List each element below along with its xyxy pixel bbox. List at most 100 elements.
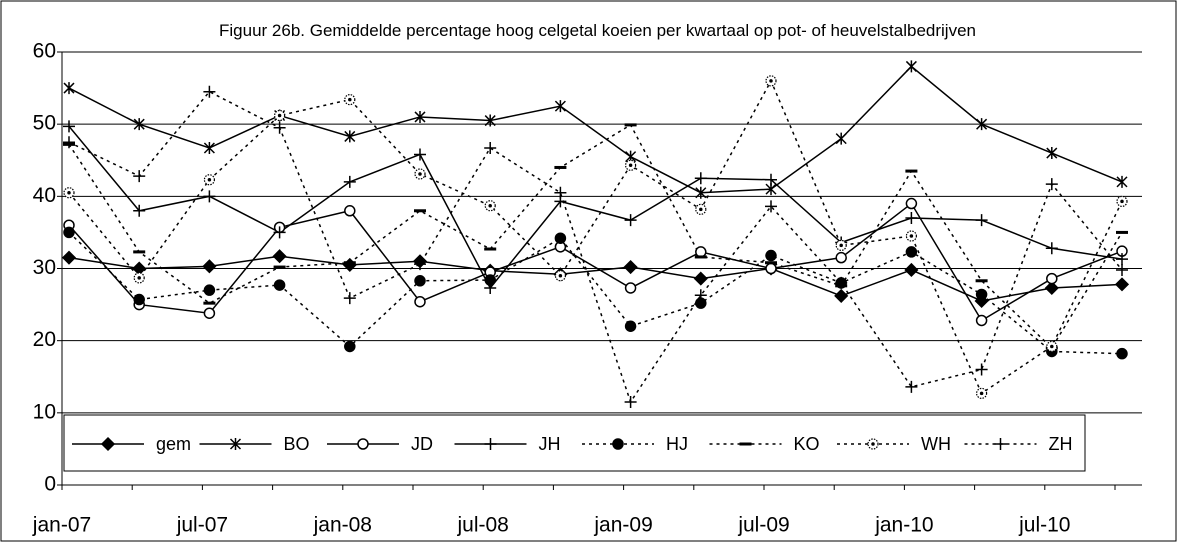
marker (1116, 263, 1128, 276)
x-tick-label: jul-10 (1018, 514, 1070, 537)
marker (765, 75, 777, 87)
legend-marker (100, 436, 116, 452)
series-line (68, 202, 1123, 322)
legend-label: JD (411, 434, 433, 454)
series-line (68, 255, 1123, 302)
marker-part (558, 273, 563, 278)
y-tick-label: 60 (33, 40, 56, 63)
marker-part (904, 262, 919, 278)
marker-part (344, 205, 356, 217)
marker (765, 261, 777, 265)
marker (765, 249, 777, 262)
legend-label: KO (794, 434, 820, 454)
marker (1045, 178, 1058, 191)
marker (976, 118, 988, 131)
marker (484, 114, 496, 127)
marker (343, 292, 356, 305)
legend-marker (357, 438, 369, 450)
marker-part (137, 276, 141, 280)
marker (905, 197, 918, 210)
marker-part (1116, 347, 1128, 360)
y-tick-label: 10 (33, 400, 56, 423)
marker-part (835, 132, 847, 145)
marker (203, 190, 216, 203)
marker-part (871, 442, 875, 446)
marker-part (273, 279, 286, 291)
marker (1114, 277, 1130, 292)
marker-part (202, 259, 217, 274)
marker-part (348, 97, 352, 102)
marker-part (203, 141, 215, 154)
marker-part (695, 246, 707, 258)
marker-part (975, 288, 988, 301)
marker-part (1114, 277, 1130, 292)
marker (63, 187, 75, 199)
marker-part (839, 243, 843, 248)
marker-part (1050, 344, 1054, 349)
marker (1116, 253, 1128, 266)
marker (835, 132, 847, 145)
series-line (68, 65, 1123, 194)
marker-part (61, 250, 77, 265)
marker-part (1046, 147, 1058, 160)
legend-marker (994, 438, 1007, 450)
marker (203, 141, 215, 154)
marker (344, 130, 356, 143)
marker (484, 200, 496, 212)
marker (273, 279, 286, 291)
marker-part (63, 226, 75, 239)
marker (1045, 242, 1058, 255)
marker (835, 251, 847, 264)
marker-part (1116, 253, 1128, 266)
marker-part (133, 118, 145, 131)
marker-part (554, 165, 567, 169)
marker-part (975, 214, 988, 227)
marker-part (207, 177, 212, 182)
x-tick-label: jan-09 (593, 514, 652, 537)
marker-part (203, 307, 216, 319)
marker (343, 175, 356, 188)
marker (975, 363, 988, 376)
marker (835, 239, 847, 252)
marker-part (765, 262, 777, 275)
x-tick-label: jan-08 (313, 514, 372, 537)
series-line (68, 79, 1123, 395)
marker-part (273, 265, 286, 269)
marker (484, 247, 497, 251)
legend-label: WH (921, 434, 951, 454)
marker-part (1116, 175, 1128, 188)
marker-part (695, 186, 707, 199)
marker (1116, 347, 1128, 360)
marker-part (414, 295, 426, 308)
marker (765, 200, 777, 213)
marker-part (343, 292, 356, 305)
marker-part (203, 190, 216, 203)
marker (694, 172, 707, 185)
marker-part (414, 275, 426, 287)
series-line (68, 123, 1123, 350)
marker (414, 295, 426, 308)
marker-part (624, 282, 637, 294)
marker (975, 279, 988, 283)
x-tick-label: jan-10 (874, 514, 933, 537)
marker (133, 272, 145, 284)
marker-part (63, 120, 75, 133)
x-tick-label: jul-08 (457, 514, 509, 537)
marker (202, 259, 217, 274)
legend-marker (612, 438, 624, 450)
marker (834, 288, 849, 303)
y-tick-label: 50 (33, 112, 56, 135)
marker-part (554, 232, 567, 244)
series-line (68, 231, 1123, 355)
marker (624, 214, 637, 227)
marker-part (1044, 280, 1059, 296)
y-tick-label: 30 (33, 256, 56, 279)
x-tick-label: jul-09 (737, 514, 789, 537)
marker (904, 262, 919, 278)
x-tick-label: jan-07 (32, 514, 91, 537)
marker-part (765, 173, 777, 186)
marker-part (1116, 230, 1128, 234)
marker-part (835, 276, 848, 289)
